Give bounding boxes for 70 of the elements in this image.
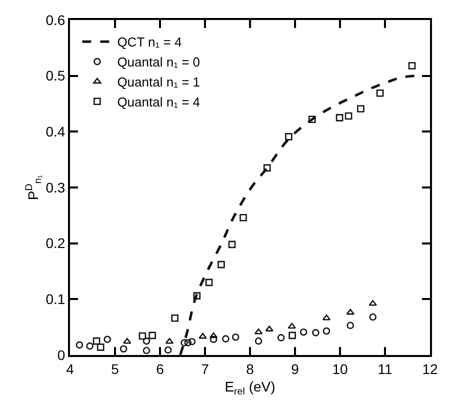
point — [120, 345, 128, 353]
point — [322, 327, 330, 335]
point — [209, 332, 218, 338]
point — [288, 332, 296, 340]
y-tick-label: 0 — [57, 346, 66, 363]
point — [265, 326, 274, 332]
point — [210, 336, 218, 344]
point — [184, 339, 192, 346]
point — [288, 322, 296, 329]
legend-label: Quantal n₁ = 0 — [117, 54, 200, 70]
y-tick-label: 0.3 — [46, 179, 66, 196]
point — [222, 335, 230, 342]
point — [138, 332, 146, 340]
line-series — [179, 74, 416, 355]
y-tick-label: 0.5 — [46, 68, 66, 84]
point — [308, 116, 316, 124]
y-tick-label: 0.6 — [46, 12, 66, 28]
point — [142, 337, 150, 345]
point — [263, 164, 271, 172]
point — [104, 336, 111, 344]
point — [148, 332, 156, 340]
point — [312, 329, 320, 336]
point — [357, 105, 364, 112]
point — [165, 338, 174, 344]
point — [142, 346, 150, 354]
point — [164, 346, 172, 354]
point — [92, 337, 100, 345]
x-tick-label: 8 — [246, 360, 254, 377]
x-tick-label: 4 — [66, 360, 74, 377]
point — [171, 314, 178, 322]
y-tick-label: 0.2 — [46, 235, 66, 252]
point — [277, 334, 285, 342]
point — [188, 338, 196, 346]
x-tick-label: 9 — [291, 360, 300, 377]
x-tick-label: 7 — [201, 360, 210, 377]
point — [376, 89, 384, 97]
x-tick-label: 10 — [332, 360, 348, 377]
legend-label: Quantal n₁ = 4 — [117, 94, 200, 110]
point — [205, 278, 213, 286]
point — [232, 333, 240, 341]
legend-label: QCT n₁ = 4 — [117, 34, 182, 50]
point — [96, 344, 104, 351]
point — [300, 328, 308, 336]
point — [193, 292, 201, 300]
point — [228, 240, 236, 248]
point — [346, 322, 354, 330]
point — [86, 342, 94, 350]
point — [285, 133, 292, 140]
y-tick-label: 0.1 — [46, 291, 66, 308]
point — [408, 62, 416, 70]
point — [123, 338, 132, 344]
point — [344, 112, 352, 120]
x-axis-title: E$_{rel}$ (eV) — [224, 378, 276, 398]
x-tick-label: 12 — [422, 360, 438, 377]
point — [368, 300, 377, 306]
point — [254, 328, 263, 334]
point — [218, 260, 225, 268]
point — [76, 341, 84, 349]
point — [254, 337, 262, 345]
point — [198, 332, 207, 339]
legend-label: Quantal n₁ = 1 — [117, 74, 200, 90]
x-tick-label: 5 — [111, 360, 120, 377]
x-tick-label: 11 — [378, 360, 392, 377]
x-tick-label: 6 — [156, 360, 164, 377]
point — [180, 339, 188, 346]
point — [369, 313, 376, 321]
point — [240, 214, 247, 222]
point — [336, 114, 344, 122]
point — [346, 308, 354, 315]
y-tick-label: 0.4 — [46, 124, 66, 140]
